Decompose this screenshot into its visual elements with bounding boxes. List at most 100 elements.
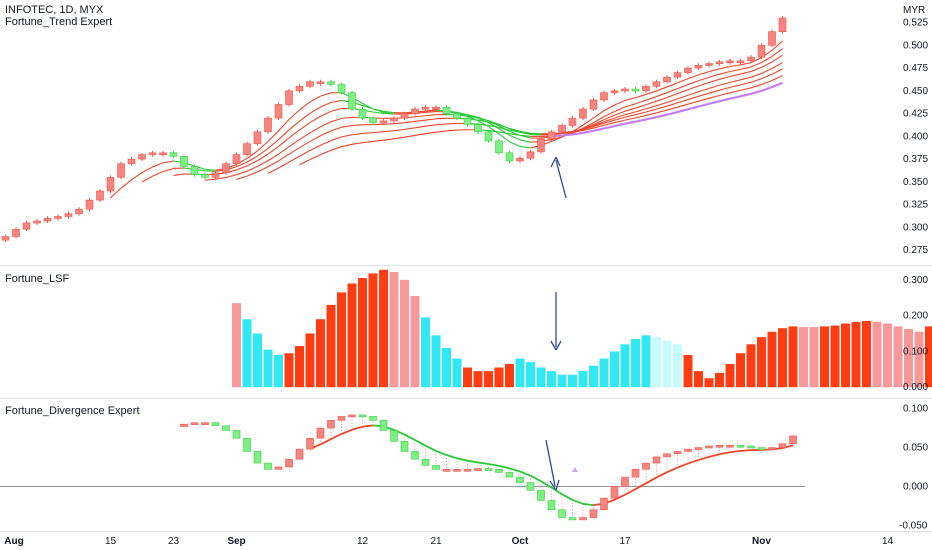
ribbon-line-segment [456,112,468,116]
ribbon-line-segment [288,155,300,163]
ribbon-line-segment [719,97,731,103]
ribbon-line-segment [204,168,216,171]
divergence-tick-label: 0.050 [903,443,928,454]
ribbon-line-segment [635,111,647,116]
ribbon-line-segment [414,125,426,129]
symbol-title: INFOTEC, 1D, MYX [5,4,104,16]
ribbon-line-segment [656,113,668,119]
ribbon-line-segment [708,73,720,78]
ribbon-line-segment [624,117,636,121]
trend-pane[interactable] [1,16,787,243]
divergence-candle [232,430,241,439]
ribbon-line-segment [509,127,521,132]
price-axis[interactable]: 0.525 0.500 0.475 0.450 0.425 0.400 0.375 0.350… [899,18,928,532]
ribbon-line-segment [509,134,521,141]
lsf-indicator-title: Fortune_LSF [5,273,69,285]
ribbon-line-segment [645,105,657,110]
lsf-bar [599,358,609,388]
time-tick-label: Aug [4,536,23,547]
divergence-signal-segment [540,480,552,489]
candle [285,90,293,105]
divergence-candle [379,420,388,431]
candle [190,166,199,175]
divergence-signal-segment [719,451,731,456]
candle [736,60,745,64]
ribbon-line-segment [330,117,342,123]
candle [684,67,692,73]
ribbon-line-segment [740,66,752,70]
lsf-bar [736,353,745,388]
lsf-tick-label: 0.100 [903,346,928,357]
lsf-bar [263,349,273,388]
ribbon-line-segment [320,101,332,108]
candle [379,120,388,124]
divergence-candle [348,414,356,418]
ribbon-line-segment [656,109,668,114]
ribbon-line-segment [267,160,279,168]
ribbon-line-segment [624,107,636,112]
lsf-bar [841,323,850,388]
divergence-candle [579,517,587,521]
ribbon-line-segment [425,114,437,117]
lsf-bar [368,273,378,388]
ribbon-line-segment [309,106,321,114]
divergence-candle [547,500,556,511]
divergence-signal-segment [698,455,710,461]
lsf-bar [526,362,535,388]
ribbon-line-segment [330,99,342,104]
candle [463,117,472,125]
divergence-candle [673,451,682,455]
candle [631,88,640,92]
ribbon-line-segment [267,139,279,149]
ribbon-line-segment [246,150,258,159]
ribbon-line-segment [698,87,710,93]
ribbon-line-segment [761,79,773,86]
ribbon-line-segment [509,133,521,136]
lsf-bar [725,363,735,388]
candle [22,222,31,230]
ribbon-line-segment [666,82,678,88]
ribbon-line-segment [708,84,720,89]
lsf-bar [442,347,451,388]
ribbon-line-segment [603,124,615,130]
ribbon-line-segment [771,62,783,69]
divergence-candle [558,509,566,518]
ribbon-line-segment [509,129,521,133]
divergence-signal-segment [666,466,678,474]
lsf-bar [893,326,903,388]
lsf-bar [326,304,336,388]
candle [180,156,188,167]
ribbon-line-segment [666,98,678,103]
divergence-signal-segment [425,444,437,452]
ribbon-line-segment [246,165,258,172]
ribbon-line-segment [624,97,636,101]
candle [432,106,440,110]
ribbon-line-segment [341,116,353,119]
lsf-bar [767,331,777,388]
lsf-bar [914,331,924,388]
ribbon-line-segment [761,73,773,80]
ribbon-line-segment [246,160,258,167]
candle [642,85,650,92]
divergence-signal-segment [467,459,479,464]
ribbon-line-segment [687,95,699,101]
divergence-signal-segment [740,449,752,452]
ribbon-line-segment [729,89,741,94]
divergence-arrow [545,439,556,487]
ribbon-line-segment [309,135,321,142]
ribbon-line-segment [467,114,479,118]
ribbon-line-segment [761,61,773,68]
divergence-candle [201,422,209,425]
ribbon-line-segment [729,95,741,100]
divergence-pane[interactable] [0,414,805,521]
ribbon-line-segment [320,130,332,137]
price-tick-label: 0.500 [903,40,928,51]
time-tick-label: Nov [752,536,771,547]
candle [138,154,146,160]
candle [652,81,661,87]
time-axis[interactable]: Aug1523Sep1221Oct17Nov1423Dec [4,536,932,547]
ribbon-line-segment [656,105,668,110]
ribbon-line-segment [677,84,689,90]
divergence-signal-segment [456,457,468,462]
lsf-pane[interactable] [232,269,932,388]
